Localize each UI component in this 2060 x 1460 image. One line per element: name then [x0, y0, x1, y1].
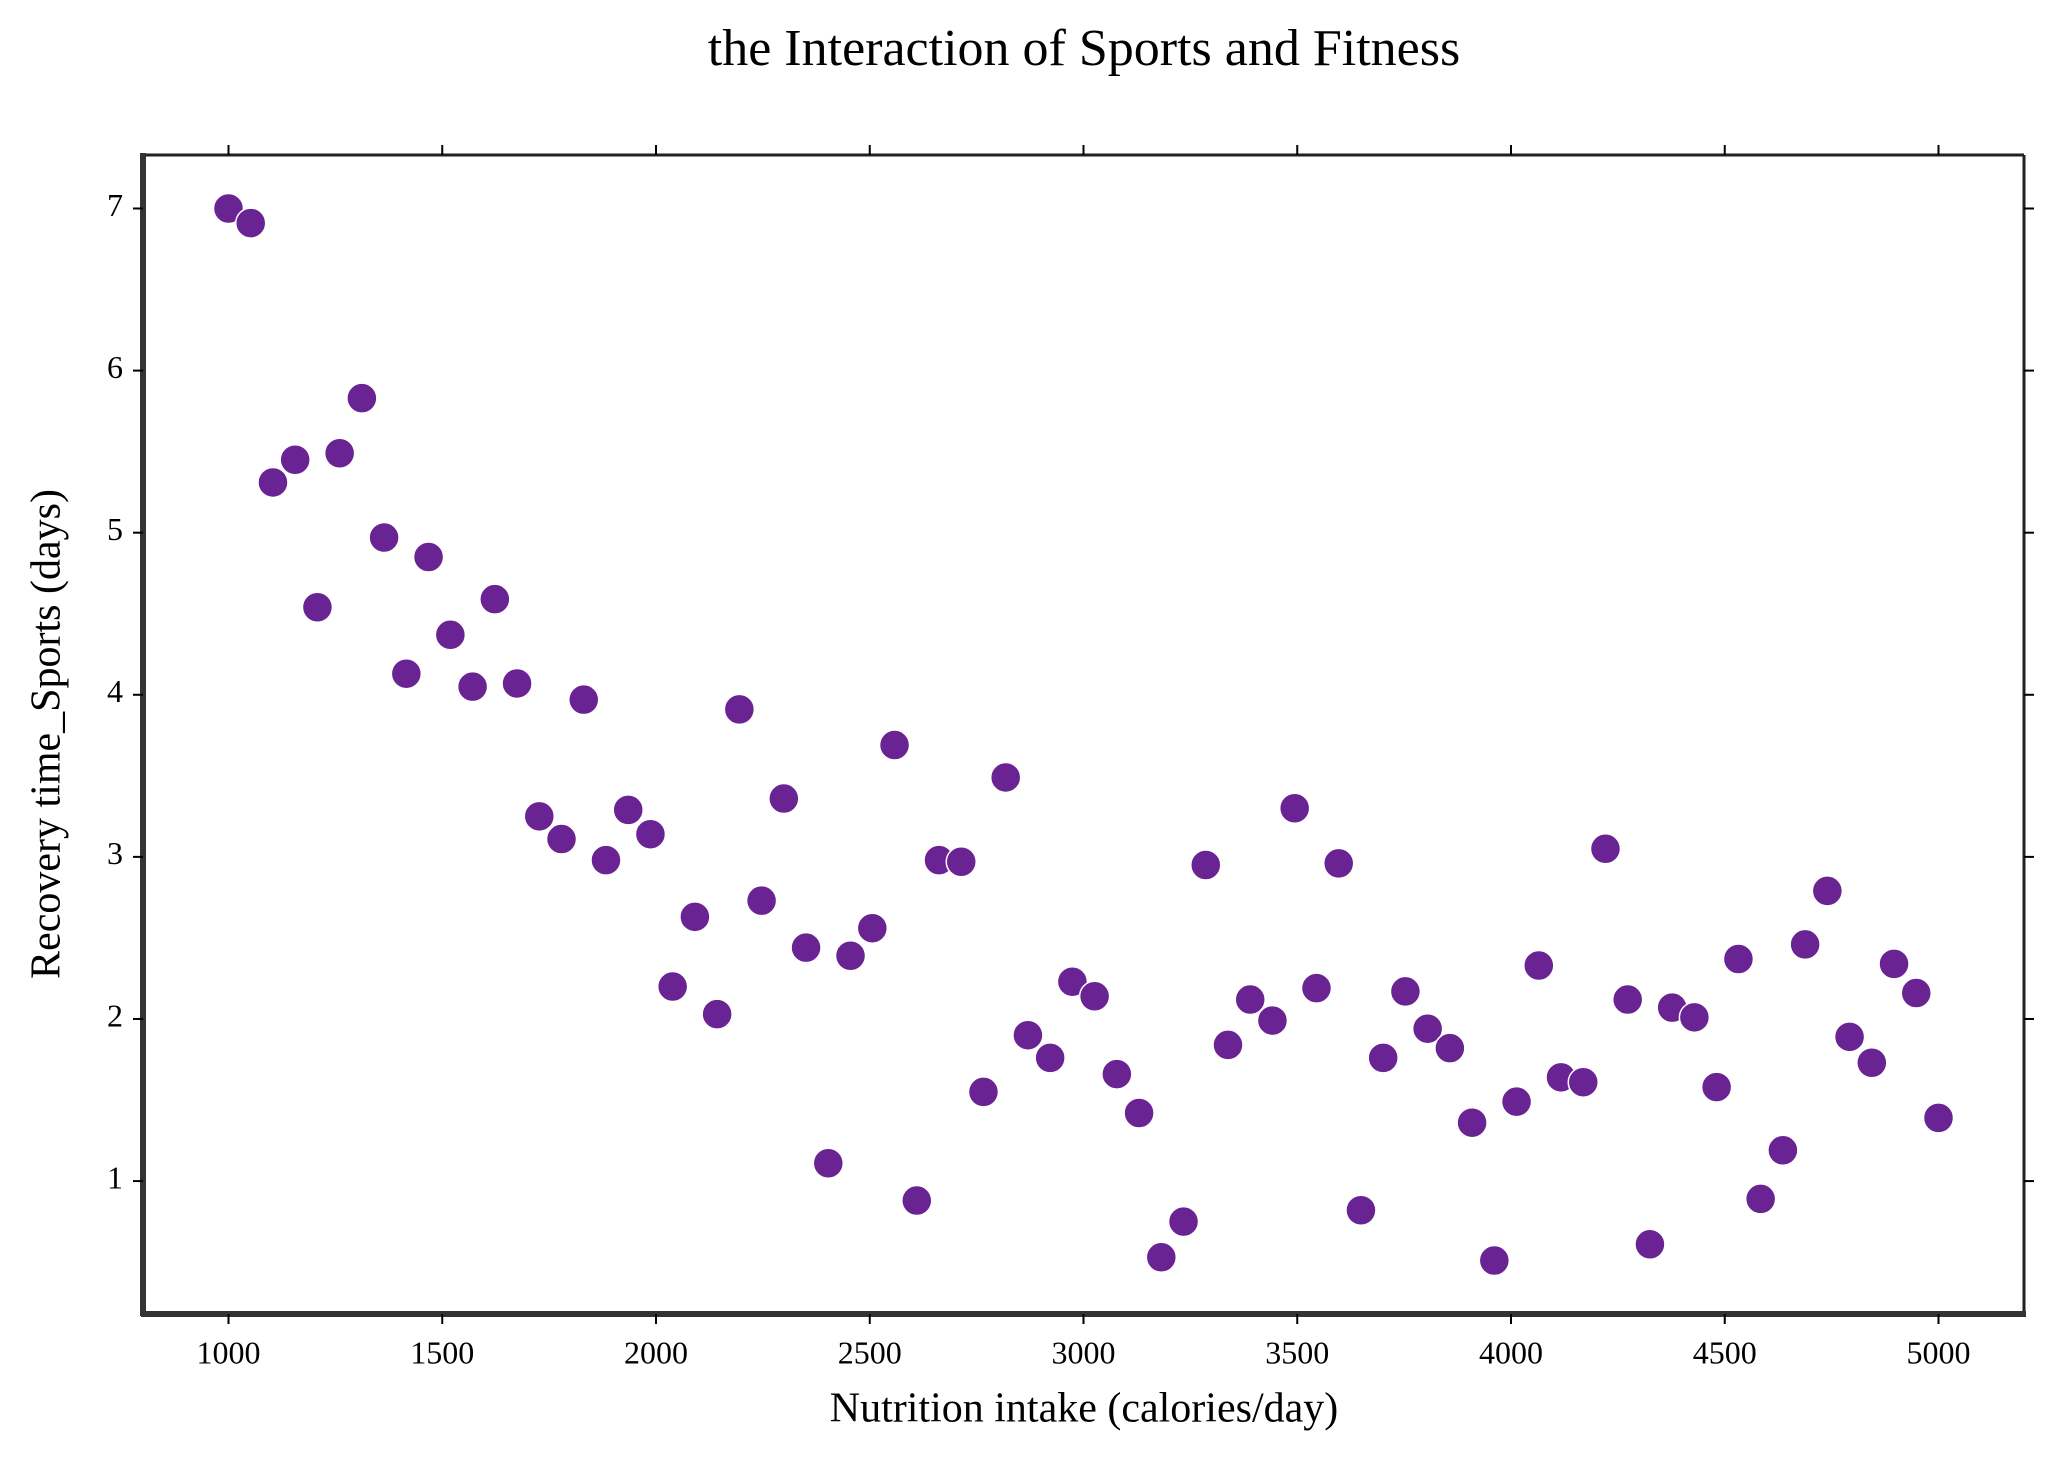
point: [323, 437, 356, 470]
y-tick-label: 7: [107, 187, 123, 223]
point: [523, 800, 556, 833]
x-tick-label: 3500: [1265, 1334, 1329, 1370]
x-tick-label: 1000: [197, 1334, 261, 1370]
point: [390, 657, 423, 690]
y-tick-label: 5: [107, 511, 123, 547]
x-tick-label: 1500: [410, 1334, 474, 1370]
point: [768, 782, 800, 815]
point: [1278, 792, 1311, 825]
point: [1856, 1046, 1888, 1079]
y-tick-label: 1: [107, 1159, 123, 1195]
point: [545, 823, 578, 855]
point: [1922, 1102, 1955, 1134]
point: [434, 619, 467, 651]
point: [1345, 1194, 1377, 1227]
point: [1322, 847, 1355, 880]
point: [1367, 1042, 1399, 1074]
point: [612, 794, 644, 826]
point: [1101, 1058, 1133, 1090]
point: [1123, 1097, 1155, 1129]
point: [1678, 1001, 1711, 1034]
point: [412, 541, 445, 573]
x-tick-label: 4500: [1693, 1334, 1757, 1370]
point: [1434, 1032, 1466, 1064]
y-tick-label: 3: [107, 835, 123, 871]
point: [1878, 948, 1910, 980]
point: [234, 207, 267, 239]
point: [1589, 833, 1622, 865]
point: [346, 382, 378, 414]
chart-title: the Interaction of Sports and Fitness: [708, 20, 1460, 77]
point: [656, 970, 689, 1003]
point: [1523, 949, 1555, 982]
point: [301, 591, 334, 624]
point: [279, 443, 311, 476]
x-tick-label: 4000: [1479, 1334, 1543, 1370]
point: [1567, 1066, 1599, 1098]
point: [901, 1184, 933, 1217]
point: [456, 670, 489, 703]
y-axis-label: Recovery time_Sports (days): [24, 489, 70, 979]
point: [701, 998, 733, 1030]
point: [1234, 983, 1266, 1016]
point: [1767, 1134, 1799, 1167]
point: [1833, 1021, 1866, 1053]
point: [1078, 980, 1111, 1013]
point: [745, 884, 778, 917]
x-axis-label: Nutrition intake (calories/day): [830, 1386, 1339, 1432]
point: [945, 845, 977, 878]
point: [1634, 1228, 1666, 1261]
y-tick-label: 6: [107, 349, 123, 385]
point: [1811, 875, 1844, 907]
point: [1478, 1244, 1511, 1277]
point: [856, 912, 889, 944]
point: [1034, 1042, 1066, 1074]
point: [368, 521, 400, 554]
x-tick-label: 2500: [838, 1334, 902, 1370]
point: [1789, 928, 1821, 961]
point: [723, 693, 756, 726]
point: [1167, 1205, 1200, 1238]
point: [834, 940, 867, 972]
point: [1900, 977, 1933, 1009]
point: [501, 667, 533, 700]
point: [1411, 1012, 1444, 1045]
point: [1389, 975, 1422, 1008]
point: [989, 761, 1022, 794]
point: [812, 1147, 845, 1179]
point: [1456, 1106, 1488, 1139]
point: [878, 729, 911, 761]
point: [1744, 1183, 1777, 1215]
point: [634, 818, 667, 850]
point: [1722, 943, 1755, 975]
point: [1012, 1019, 1044, 1051]
point: [1056, 965, 1089, 998]
point: [1256, 1004, 1289, 1037]
point: [679, 901, 711, 933]
point: [790, 931, 822, 964]
point: [590, 844, 622, 876]
point: [212, 192, 245, 225]
point: [1300, 972, 1333, 1004]
point: [1500, 1085, 1533, 1118]
y-tick-label: 4: [107, 673, 123, 709]
point: [1212, 1029, 1244, 1061]
point: [479, 583, 511, 615]
x-tick-label: 5000: [1907, 1334, 1971, 1370]
y-tick-label: 2: [107, 997, 123, 1033]
point: [257, 466, 289, 499]
x-tick-label: 3000: [1052, 1334, 1116, 1370]
x-tick-label: 2000: [624, 1334, 688, 1370]
point: [967, 1076, 1000, 1108]
point: [1145, 1241, 1178, 1274]
point: [1190, 849, 1222, 881]
point: [1700, 1071, 1733, 1103]
point: [1611, 983, 1644, 1016]
point: [568, 683, 600, 716]
